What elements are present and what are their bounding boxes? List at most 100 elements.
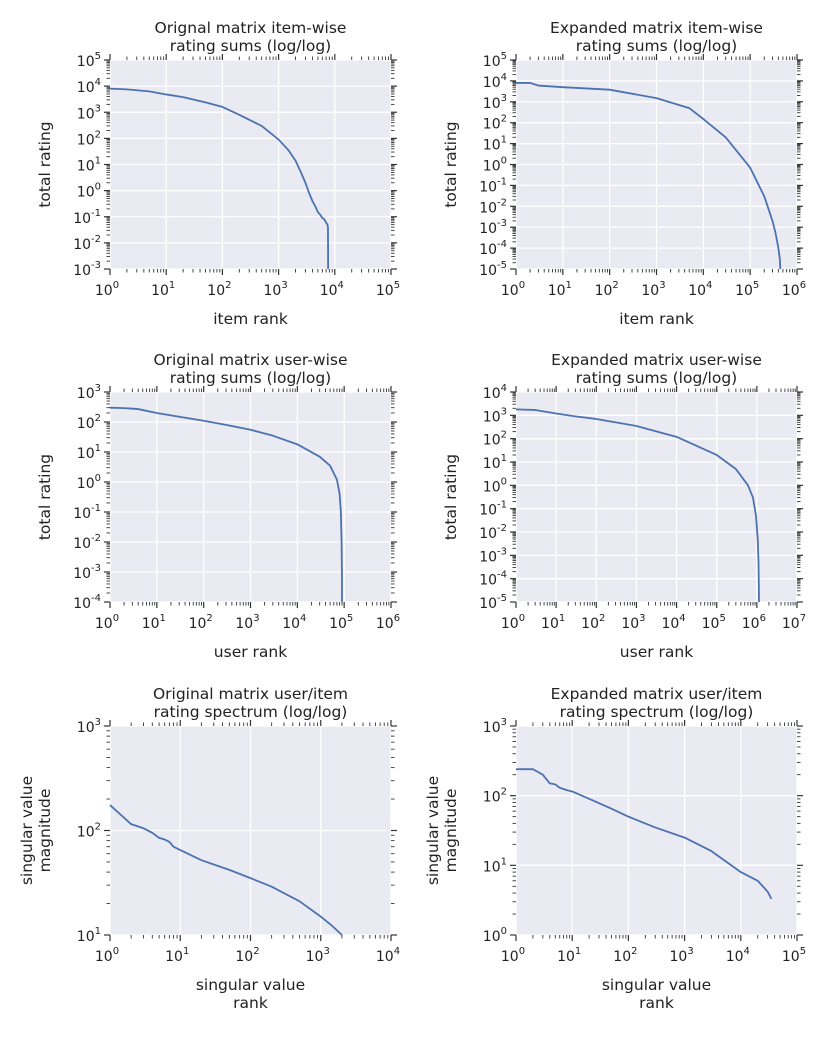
tick-marks [510, 54, 803, 275]
y-tick-label: 101 [483, 453, 507, 472]
y-tick-label: 10-5 [479, 593, 507, 612]
y-tick-label: 103 [77, 103, 101, 122]
x-tick-label: 107 [782, 613, 806, 632]
y-tick-label: 10-2 [73, 533, 101, 552]
x-tick-label: 103 [263, 280, 287, 299]
plot-background [516, 726, 797, 935]
y-axis-label: magnitude [36, 789, 54, 873]
chart-panel-4: 100 101 102 103 104 105 106 107 10-5 10-4 10-3 10-2… [442, 351, 806, 661]
x-axis-label: rank [233, 994, 268, 1012]
x-axis-label: user rank [214, 643, 287, 661]
x-tick-label: 102 [235, 946, 259, 965]
x-tick-label: 102 [207, 280, 231, 299]
series-line-1 [109, 804, 343, 936]
chart-panel-3: 100 101 102 103 104 105 106 10-4 10-3 10-2 10-1 100… [36, 351, 400, 661]
y-tick-label: 10-2 [479, 523, 507, 542]
x-tick-label: 101 [548, 280, 572, 299]
panel-title: rating spectrum (log/log) [154, 703, 348, 721]
y-tick-label: 10-3 [479, 218, 507, 237]
x-tick-label: 106 [376, 613, 400, 632]
x-tick-label: 104 [282, 613, 306, 632]
x-tick-label: 106 [742, 613, 766, 632]
y-tick-label: 103 [77, 717, 101, 736]
y-axis-label: total rating [36, 121, 54, 207]
x-axis-label: singular value [602, 976, 711, 994]
x-tick-label: 105 [376, 280, 400, 299]
panel-title: rating sums (log/log) [170, 37, 331, 55]
x-tick-label: 103 [641, 280, 665, 299]
x-tick-label: 104 [376, 946, 400, 965]
x-axis-label: item rank [619, 310, 694, 328]
x-tick-label: 106 [782, 280, 806, 299]
y-axis-label: singular value [18, 776, 36, 885]
y-tick-label: 10-3 [73, 563, 101, 582]
x-axis-label: item rank [213, 310, 288, 328]
y-tick-label: 102 [77, 413, 101, 432]
y-axis-label: singular value [424, 776, 442, 885]
panel-title: rating spectrum (log/log) [560, 703, 754, 721]
y-tick-label: 103 [483, 717, 507, 736]
series-line-1 [516, 82, 782, 270]
x-tick-label: 105 [782, 946, 806, 965]
y-tick-label: 10-2 [73, 234, 101, 253]
x-axis-label: singular value [196, 976, 305, 994]
y-tick-label: 10-4 [479, 570, 507, 589]
y-tick-label: 100 [483, 156, 507, 175]
plot-background [516, 392, 797, 602]
x-tick-label: 102 [595, 280, 619, 299]
series-line-1 [109, 87, 330, 269]
x-tick-label: 101 [151, 280, 175, 299]
chart-panel-6: 100 101 102 103 104 105 100 101 102 103 Expanded m… [424, 685, 806, 1012]
y-tick-label: 103 [483, 93, 507, 112]
y-tick-label: 10-2 [479, 197, 507, 216]
x-tick-label: 100 [501, 946, 525, 965]
x-tick-label: 104 [661, 613, 685, 632]
x-tick-label: 100 [501, 280, 525, 299]
x-axis-label: rank [639, 994, 674, 1012]
x-tick-label: 104 [320, 280, 344, 299]
y-tick-label: 10-1 [479, 500, 507, 519]
y-tick-label: 103 [77, 383, 101, 402]
panel-title: rating sums (log/log) [576, 37, 737, 55]
x-tick-label: 102 [581, 613, 605, 632]
x-tick-label: 101 [541, 613, 565, 632]
y-tick-label: 105 [77, 51, 101, 70]
y-tick-label: 101 [77, 926, 101, 945]
series-line-1 [515, 408, 760, 603]
x-tick-label: 105 [735, 280, 759, 299]
series-line-1 [109, 406, 343, 602]
chart-panel-2: 100 101 102 103 104 105 106 10-5 10-4 10-3 10-2 10-… [442, 19, 806, 328]
y-tick-label: 105 [483, 51, 507, 70]
x-tick-label: 104 [726, 946, 750, 965]
y-tick-label: 104 [483, 383, 507, 402]
x-tick-label: 103 [306, 946, 330, 965]
tick-marks [104, 386, 397, 608]
x-tick-label: 103 [621, 613, 645, 632]
x-tick-label: 102 [613, 946, 637, 965]
panel-title: Original matrix user/item [153, 685, 348, 703]
y-tick-label: 101 [483, 135, 507, 154]
series-line-1 [516, 768, 773, 900]
x-tick-label: 101 [557, 946, 581, 965]
panel-title: rating sums (log/log) [170, 369, 331, 387]
panel-title: Expanded matrix user/item [551, 685, 763, 703]
y-tick-label: 10-4 [479, 239, 507, 258]
y-tick-label: 102 [77, 129, 101, 148]
chart-panel-1: 100 101 102 103 104 105 10-3 10-2 10-1 100 101 102 1… [36, 19, 400, 328]
y-tick-label: 100 [483, 926, 507, 945]
panel-title: Original matrix user-wise [153, 351, 347, 369]
y-tick-label: 102 [483, 114, 507, 133]
x-tick-label: 103 [235, 613, 259, 632]
y-tick-label: 10-4 [73, 593, 101, 612]
x-tick-label: 100 [501, 613, 525, 632]
x-tick-label: 105 [702, 613, 726, 632]
tick-marks [510, 720, 803, 941]
y-tick-label: 101 [77, 443, 101, 462]
y-axis-label: total rating [442, 121, 460, 207]
x-tick-label: 105 [329, 613, 353, 632]
tick-marks [510, 386, 803, 608]
y-tick-label: 10-5 [479, 260, 507, 279]
y-tick-label: 10-3 [73, 260, 101, 279]
